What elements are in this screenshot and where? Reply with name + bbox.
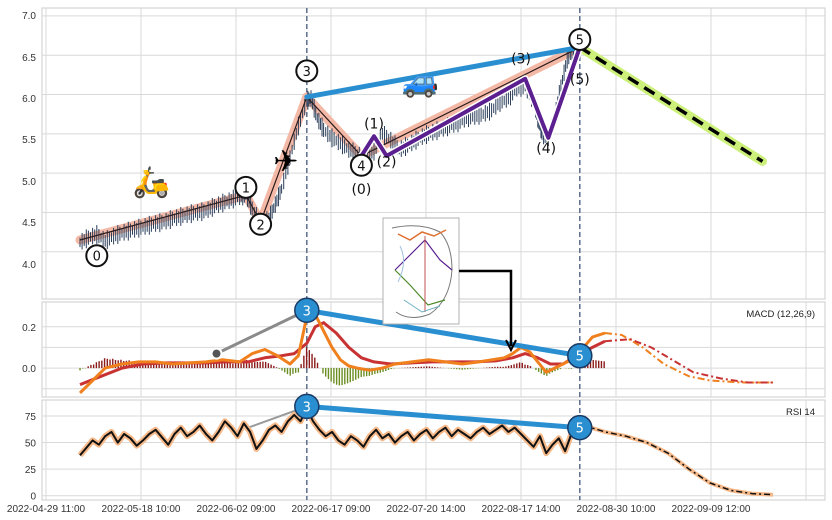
macd-connector-line bbox=[215, 308, 308, 355]
macd-divergence-label: 5 bbox=[576, 350, 584, 365]
wave-count-label: 1 bbox=[242, 181, 250, 196]
macd-divergence-marker bbox=[567, 342, 593, 369]
macd-panel-title: MACD (12,26,9) bbox=[746, 309, 815, 320]
x-tick-label: 2022-08-17 14:00 bbox=[482, 504, 561, 515]
x-axis: 2022-04-29 11:00 2022-05-18 10:00 2022-0… bbox=[7, 504, 751, 515]
subwave-count-label: (5) bbox=[570, 72, 590, 88]
x-tick-label: 2022-06-02 09:00 bbox=[197, 504, 276, 515]
arrow-head-icon bbox=[505, 339, 517, 353]
macd-y-axis: 0.2 0.0 bbox=[22, 323, 36, 375]
rsi-panel: 35 bbox=[77, 393, 774, 497]
macd-divergence-marker bbox=[294, 297, 320, 324]
x-tick-label: 2022-05-18 10:00 bbox=[102, 504, 181, 515]
rsi-divergence-line bbox=[304, 403, 583, 431]
macd-panel: 35 bbox=[78, 297, 773, 394]
subwave-count-label: (1) bbox=[364, 117, 384, 133]
price-tick-label: 7.0 bbox=[22, 11, 36, 22]
rsi-tick-label: 25 bbox=[25, 465, 37, 476]
price-panel: 🛵 ✈ 🚙 0 1 2 3 4 5 (0) (1) (2) (3) (4) (5) bbox=[75, 27, 767, 268]
x-tick-label: 2022-06-17 09:00 bbox=[292, 504, 371, 515]
rsi-line bbox=[79, 407, 585, 456]
pattern-thumbnail-icon bbox=[382, 217, 460, 325]
grid bbox=[42, 8, 825, 500]
x-tick-label: 2022-08-30 10:00 bbox=[577, 504, 656, 515]
rsi-projection-line bbox=[583, 424, 774, 496]
price-tick-label: 6.0 bbox=[22, 94, 36, 105]
x-tick-label: 2022-04-29 11:00 bbox=[7, 504, 86, 515]
subwave-count-label: (3) bbox=[511, 51, 531, 67]
wave-count-label: 2 bbox=[256, 218, 264, 233]
wave-count-circle bbox=[234, 175, 258, 199]
wave-count-label: 3 bbox=[303, 65, 311, 80]
projection-line bbox=[578, 45, 764, 163]
emoji-marker: 🛵 bbox=[133, 165, 170, 200]
wave-count-label: 0 bbox=[93, 250, 101, 265]
thumbnail-connector-arrow bbox=[459, 269, 513, 346]
rsi-divergence-marker bbox=[567, 414, 593, 441]
rsi-divergence-label: 5 bbox=[576, 422, 584, 437]
rsi-tick-label: 0 bbox=[30, 492, 36, 503]
rsi-tick-label: 50 bbox=[25, 439, 37, 450]
wave-count-label: 4 bbox=[357, 159, 365, 174]
macd-tick-label: 0.0 bbox=[22, 364, 36, 375]
rsi-divergence-label: 3 bbox=[303, 400, 311, 415]
emoji-marker: ✈ bbox=[273, 145, 298, 180]
emoji-marker: 🚙 bbox=[402, 64, 439, 99]
macd-pivot-dot bbox=[210, 347, 223, 360]
subwave-count-label: (2) bbox=[377, 154, 397, 170]
wave-outline-line bbox=[79, 46, 581, 241]
subwave-count-label: (4) bbox=[536, 141, 556, 157]
subwave-count-label: (0) bbox=[351, 182, 371, 198]
price-tick-label: 4.0 bbox=[22, 260, 36, 271]
rsi-tick-label: 75 bbox=[25, 412, 37, 423]
x-tick-label: 2022-09-09 12:00 bbox=[672, 504, 751, 515]
trend-line bbox=[304, 44, 583, 100]
x-tick-label: 2022-07-20 14:00 bbox=[387, 504, 466, 515]
rsi-panel-title: RSI 14 bbox=[786, 407, 815, 418]
price-tick-label: 6.5 bbox=[22, 53, 36, 64]
wave-count-circle bbox=[249, 212, 273, 236]
rsi-divergence-marker bbox=[294, 393, 320, 420]
macd-tick-label: 0.2 bbox=[22, 323, 36, 334]
price-tick-label: 4.5 bbox=[22, 218, 36, 229]
macd-divergence-label: 3 bbox=[303, 304, 311, 319]
macd-line bbox=[78, 312, 606, 394]
price-tick-label: 5.0 bbox=[22, 177, 36, 188]
macd-projection-line bbox=[604, 332, 773, 384]
wave-count-circle bbox=[568, 27, 592, 51]
wave-count-label: 5 bbox=[576, 33, 584, 48]
subwave-line bbox=[359, 46, 582, 158]
wave-count-circle bbox=[349, 153, 373, 177]
wave-count-circle bbox=[85, 244, 109, 268]
price-tick-label: 5.5 bbox=[22, 135, 36, 146]
rsi-y-axis: 75 50 25 0 bbox=[25, 412, 37, 503]
wave-count-circle bbox=[295, 59, 319, 83]
price-y-axis: 7.0 6.5 6.0 5.5 5.0 4.5 4.0 bbox=[22, 11, 36, 271]
macd-divergence-line bbox=[304, 307, 583, 359]
